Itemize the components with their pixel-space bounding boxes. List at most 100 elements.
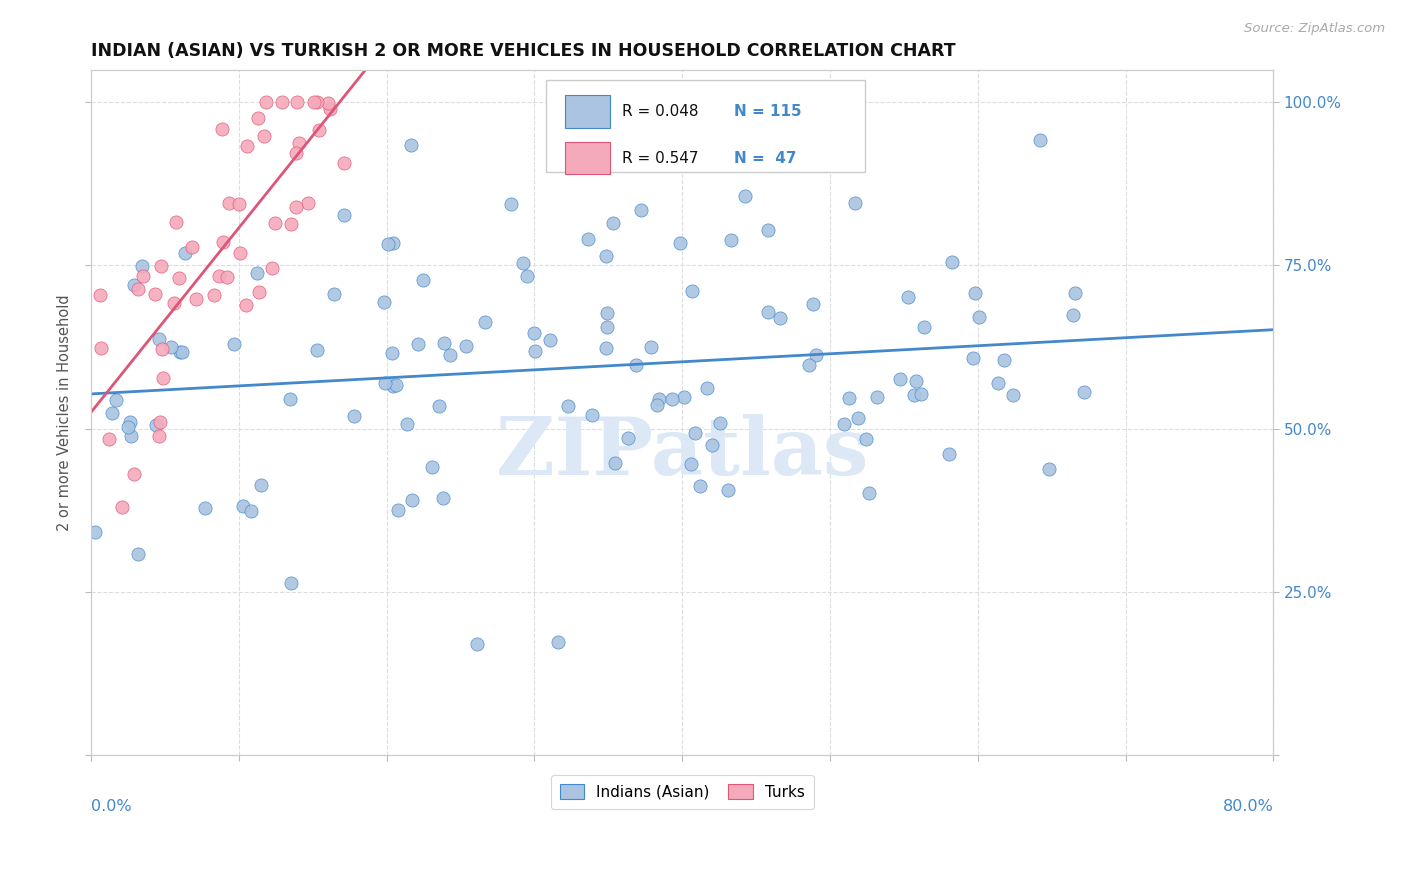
- Point: [910, 386, 932, 401]
- Point: [938, 446, 960, 460]
- Point: [617, 431, 640, 445]
- Point: [406, 337, 429, 351]
- Point: [208, 268, 231, 283]
- Point: [180, 240, 202, 254]
- Point: [384, 377, 406, 392]
- Point: [229, 246, 252, 260]
- Point: [316, 95, 339, 110]
- Point: [307, 95, 329, 110]
- Point: [1073, 385, 1095, 400]
- Point: [143, 287, 166, 301]
- Point: [212, 235, 235, 249]
- Point: [648, 392, 671, 406]
- Point: [965, 285, 987, 300]
- Point: [673, 390, 696, 404]
- Text: 80.0%: 80.0%: [1222, 799, 1274, 814]
- Point: [280, 575, 302, 590]
- Point: [278, 392, 301, 406]
- Point: [512, 256, 534, 270]
- Point: [523, 326, 546, 341]
- Point: [889, 372, 911, 386]
- Point: [235, 298, 257, 312]
- Point: [969, 310, 991, 324]
- Point: [605, 456, 627, 470]
- Point: [844, 195, 866, 210]
- Point: [547, 634, 569, 648]
- Point: [387, 503, 409, 517]
- Point: [83, 524, 105, 539]
- Point: [127, 547, 149, 561]
- Point: [285, 95, 308, 110]
- Point: [145, 417, 167, 432]
- Point: [250, 477, 273, 491]
- Point: [903, 388, 925, 402]
- Point: [439, 348, 461, 362]
- Point: [1002, 388, 1025, 402]
- Point: [669, 235, 692, 250]
- Point: [720, 233, 742, 247]
- Point: [838, 391, 860, 405]
- Point: [595, 319, 617, 334]
- Point: [222, 337, 245, 351]
- Text: Source: ZipAtlas.com: Source: ZipAtlas.com: [1244, 22, 1385, 36]
- Point: [399, 138, 422, 153]
- Text: N = 115: N = 115: [734, 104, 801, 119]
- Point: [288, 136, 311, 150]
- Point: [962, 351, 984, 365]
- Point: [941, 255, 963, 269]
- Point: [538, 333, 561, 347]
- Point: [381, 345, 404, 359]
- Point: [131, 268, 153, 283]
- Text: R = 0.547: R = 0.547: [621, 151, 699, 166]
- Point: [846, 411, 869, 425]
- Point: [897, 290, 920, 304]
- Point: [758, 223, 780, 237]
- Point: [122, 278, 145, 293]
- Point: [239, 503, 262, 517]
- Point: [640, 340, 662, 354]
- Point: [122, 467, 145, 482]
- Point: [401, 493, 423, 508]
- Point: [709, 416, 731, 430]
- Point: [630, 203, 652, 218]
- Point: [645, 398, 668, 412]
- Point: [396, 417, 419, 432]
- Point: [681, 457, 703, 471]
- Point: [769, 311, 792, 326]
- Point: [89, 288, 111, 302]
- Point: [260, 260, 283, 275]
- Point: [1038, 462, 1060, 476]
- Point: [516, 269, 538, 284]
- Point: [499, 197, 522, 211]
- Point: [319, 102, 342, 116]
- Point: [173, 246, 195, 260]
- Point: [696, 382, 718, 396]
- Point: [218, 196, 240, 211]
- Point: [120, 429, 142, 443]
- Point: [432, 491, 454, 505]
- Point: [661, 392, 683, 406]
- Point: [150, 259, 173, 273]
- Point: [1062, 308, 1084, 322]
- Point: [148, 416, 170, 430]
- Point: [373, 294, 395, 309]
- Point: [90, 342, 112, 356]
- Point: [683, 426, 706, 441]
- Point: [215, 270, 238, 285]
- Point: [323, 286, 346, 301]
- Point: [101, 406, 124, 420]
- Point: [246, 111, 269, 125]
- Point: [202, 288, 225, 302]
- Point: [343, 409, 366, 424]
- Point: [117, 420, 139, 434]
- Point: [427, 399, 450, 413]
- Point: [422, 459, 444, 474]
- Text: R = 0.048: R = 0.048: [621, 104, 699, 119]
- Point: [228, 197, 250, 211]
- Point: [111, 500, 134, 514]
- Point: [382, 379, 405, 393]
- Legend: Indians (Asian), Turks: Indians (Asian), Turks: [551, 774, 814, 809]
- Text: INDIAN (ASIAN) VS TURKISH 2 OR MORE VEHICLES IN HOUSEHOLD CORRELATION CHART: INDIAN (ASIAN) VS TURKISH 2 OR MORE VEHI…: [91, 42, 956, 60]
- Point: [734, 189, 756, 203]
- Point: [1029, 133, 1052, 147]
